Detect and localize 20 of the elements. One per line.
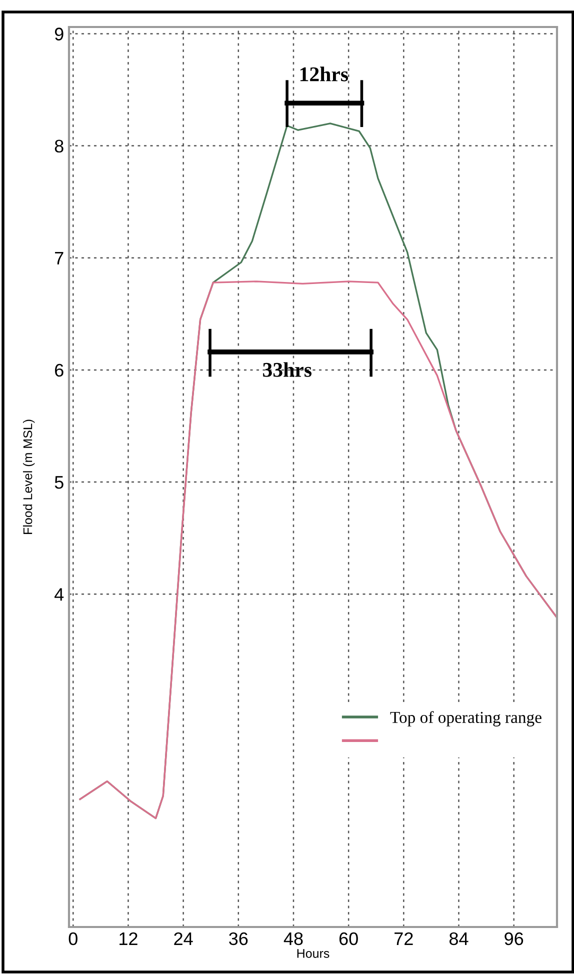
annotation: 33hrs [263,362,312,377]
y-tick-label: 4 [54,588,64,601]
x-tick-label: 0 [68,932,78,946]
x-tick-label: 48 [284,932,303,946]
x-tick-label: 72 [394,932,413,945]
y-tick-label: 5 [54,476,64,489]
y-axis-title: Flood Level (m MSL) [23,420,35,534]
x-tick-label: 36 [229,932,248,946]
x-tick-label: 96 [504,932,524,946]
y-tick-label: 8 [54,140,64,153]
legend-label: Top of operating range [390,711,542,726]
y-tick-label: 9 [54,28,64,40]
x-axis-title: Hours [297,949,330,958]
x-tick-label: 84 [450,932,468,946]
x-tick-label: 24 [174,932,193,945]
x-tick-label: 12 [120,932,138,945]
annotation: 12hrs [300,66,348,82]
x-tick-label: 60 [339,932,358,946]
y-tick-label: 7 [55,252,64,264]
y-tick-label: 6 [55,364,64,377]
